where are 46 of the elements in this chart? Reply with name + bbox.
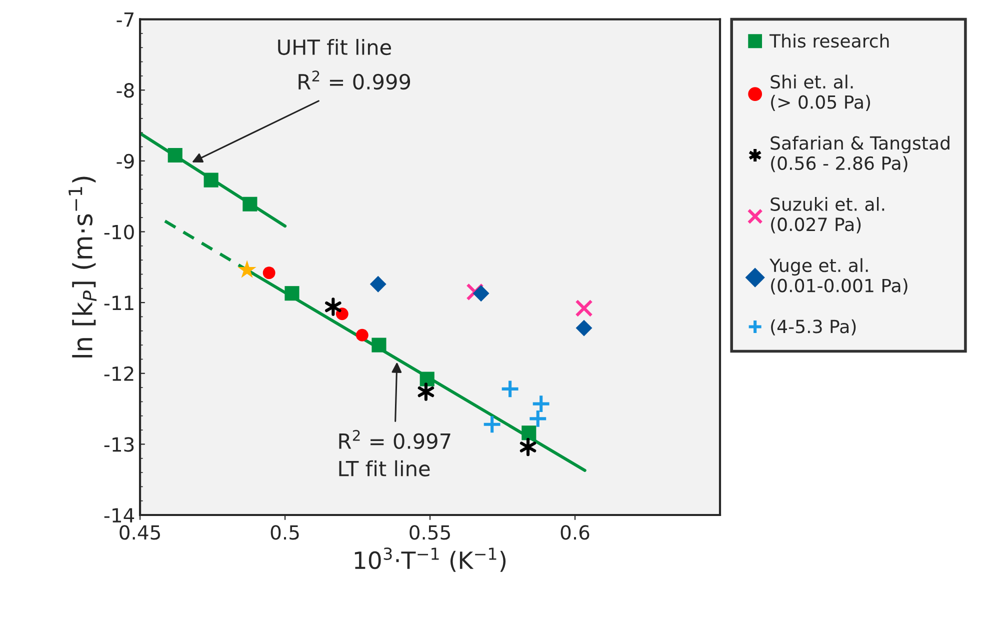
annotation: R$^{2}$ = 0.997 [339,430,450,450]
point [204,172,218,188]
point [370,276,386,292]
point [242,196,258,212]
point [356,328,368,342]
legend-label: Suzuki et. al. (0.027 Pa) [770,197,884,234]
point [575,299,593,318]
point [482,414,502,434]
legend-label: This research [769,34,889,48]
y-tick-label: -7 [116,12,134,27]
annotation: UHT fit line [278,38,391,56]
point [238,260,256,278]
point [522,426,536,440]
legend-label: Safarian & Tangstad (0.56 - 2.86 Pa) [770,136,950,172]
legend-label: Yuge et. al. (0.01-0.001 Pa) [769,258,908,294]
y-tick-label: -8 [116,83,134,98]
point [466,283,484,301]
point [168,148,182,163]
point [576,320,592,336]
point [520,438,536,456]
point [418,382,434,401]
point [500,379,520,399]
x-tick-label: 0.6 [560,525,590,540]
x-axis-title: 10$^{3}$·T$^{−1}$ (K$^{−1}$) [354,548,506,572]
point [531,394,551,414]
y-tick-label: -14 [104,508,134,522]
legend-label: (4-5.3 Pa) [771,319,856,336]
x-tick-label: 0.45 [120,525,160,540]
point [372,338,386,352]
point [284,286,300,301]
x-tick-label: 0.5 [270,525,299,540]
point [472,285,490,302]
y-tick-label: -9 [116,154,134,169]
annotation: LT fit line [339,460,430,476]
y-tick-label: -11 [104,296,134,310]
y-tick-label: -13 [104,437,134,452]
y-tick-label: -12 [104,366,134,381]
x-tick-label: 0.55 [410,525,450,540]
annotation: R$^{2}$ = 0.999 [298,70,410,90]
point [528,408,548,428]
point [262,266,276,280]
y-tick-label: -10 [104,224,134,240]
point [325,298,342,316]
legend-label: Shi et. al. (> 0.05 Pa) [770,74,870,111]
point [420,372,434,386]
y-axis-title: ln [k$_{P}$] (m·s$^{−1}$) [68,176,97,358]
